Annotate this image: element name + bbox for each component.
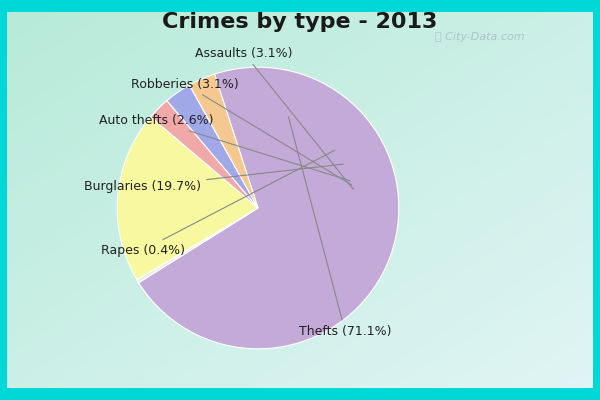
Text: Rapes (0.4%): Rapes (0.4%) [101,150,335,257]
Text: ⓘ City-Data.com: ⓘ City-Data.com [435,32,525,42]
Text: Thefts (71.1%): Thefts (71.1%) [289,117,392,338]
Wedge shape [139,67,399,349]
Text: Robberies (3.1%): Robberies (3.1%) [131,78,352,185]
Wedge shape [151,101,258,208]
Wedge shape [190,74,258,208]
Text: Assaults (3.1%): Assaults (3.1%) [195,47,353,190]
Wedge shape [167,85,258,208]
Wedge shape [137,208,258,283]
Text: Auto thefts (2.6%): Auto thefts (2.6%) [100,114,350,181]
Wedge shape [117,117,258,280]
Text: Burglaries (19.7%): Burglaries (19.7%) [84,164,343,193]
Text: Crimes by type - 2013: Crimes by type - 2013 [163,12,437,32]
